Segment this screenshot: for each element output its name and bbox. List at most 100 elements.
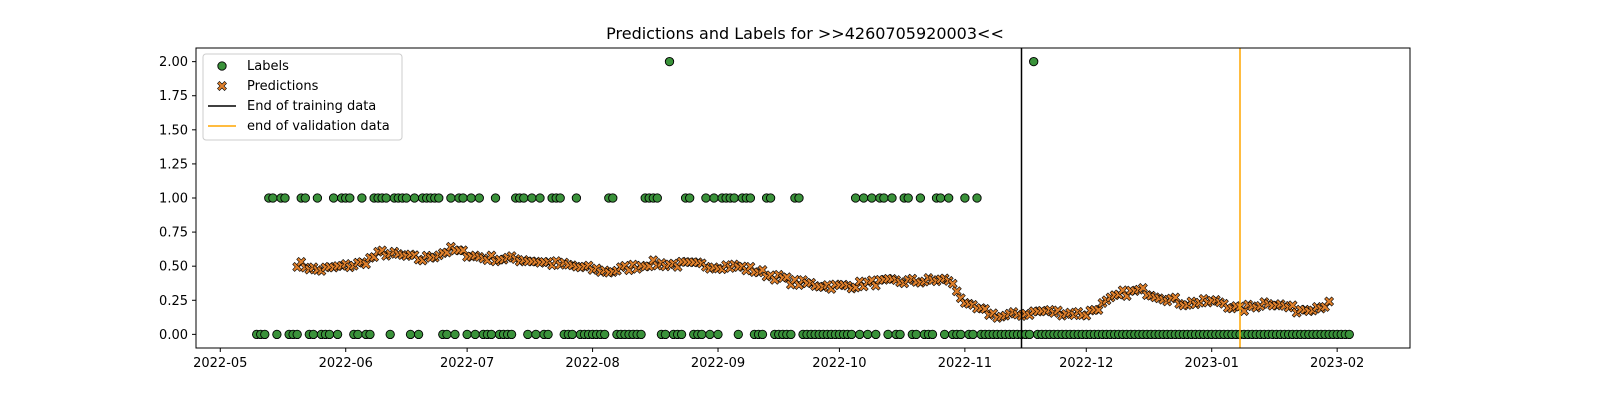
prediction-point bbox=[1093, 305, 1104, 315]
legend-labels-marker bbox=[217, 61, 227, 71]
prediction-point bbox=[1324, 296, 1335, 307]
label-point bbox=[385, 329, 395, 340]
legend-train-text: End of training data bbox=[247, 99, 376, 114]
x-tick-label: 2022-12 bbox=[1059, 356, 1113, 371]
label-point bbox=[765, 193, 776, 203]
y-tick-label: 1.00 bbox=[159, 192, 188, 207]
label-point bbox=[960, 193, 970, 203]
label-point bbox=[308, 329, 319, 340]
vertical-lines-layer bbox=[1020, 48, 1241, 348]
label-point bbox=[850, 193, 861, 203]
label-point bbox=[332, 329, 343, 340]
prediction-point bbox=[1137, 283, 1148, 293]
x-tick-label: 2022-05 bbox=[193, 356, 247, 371]
label-point bbox=[260, 329, 270, 340]
label-point bbox=[527, 193, 537, 203]
label-point bbox=[312, 193, 323, 203]
label-point bbox=[697, 329, 707, 340]
legend-val-text: end of validation data bbox=[247, 119, 390, 134]
label-point bbox=[927, 329, 938, 340]
label-point bbox=[462, 329, 472, 340]
x-tick-label: 2022-11 bbox=[938, 356, 992, 371]
label-point bbox=[434, 193, 444, 203]
label-point bbox=[280, 193, 290, 203]
label-point bbox=[855, 329, 865, 340]
label-point bbox=[757, 329, 768, 340]
label-point bbox=[357, 193, 367, 203]
label-point bbox=[292, 329, 302, 340]
label-point bbox=[490, 193, 501, 203]
label-point bbox=[272, 329, 282, 340]
label-point bbox=[413, 329, 424, 340]
label-point bbox=[915, 193, 926, 203]
label-point bbox=[401, 193, 412, 203]
label-point bbox=[1344, 329, 1354, 340]
label-point bbox=[324, 329, 335, 340]
y-tick-label: 1.25 bbox=[159, 157, 188, 172]
label-point bbox=[713, 329, 723, 340]
x-tick-label: 2022-09 bbox=[691, 356, 745, 371]
label-point bbox=[405, 329, 416, 340]
label-point bbox=[600, 329, 610, 340]
label-point bbox=[535, 193, 545, 203]
label-point bbox=[519, 193, 529, 203]
label-point bbox=[450, 329, 460, 340]
legend-predictions-marker bbox=[217, 81, 227, 91]
label-point bbox=[887, 193, 897, 203]
label-point bbox=[567, 329, 577, 340]
label-point bbox=[345, 193, 355, 203]
label-point bbox=[705, 329, 715, 340]
x-axis: 2022-05 2022-06 2022-07 2022-08 2022-09 2022-… bbox=[193, 348, 1364, 371]
y-tick-label: 1.50 bbox=[159, 123, 188, 138]
label-point bbox=[956, 329, 966, 340]
label-point bbox=[636, 329, 646, 340]
label-point bbox=[935, 193, 946, 203]
label-point bbox=[676, 329, 687, 340]
label-point bbox=[328, 193, 339, 203]
label-point bbox=[1029, 56, 1039, 67]
label-point bbox=[442, 329, 452, 340]
legend-predictions-text: Predictions bbox=[247, 79, 319, 94]
label-point bbox=[786, 329, 796, 340]
label-point bbox=[859, 193, 869, 203]
label-point bbox=[879, 193, 889, 203]
label-point bbox=[863, 329, 873, 340]
label-point bbox=[745, 193, 756, 203]
label-point bbox=[466, 193, 476, 203]
label-point bbox=[733, 329, 743, 340]
label-point bbox=[353, 329, 363, 340]
markers-layer bbox=[252, 56, 1354, 340]
label-point bbox=[1024, 329, 1035, 340]
x-tick-label: 2022-07 bbox=[440, 356, 494, 371]
y-tick-label: 0.00 bbox=[159, 328, 188, 343]
x-tick-label: 2022-08 bbox=[565, 356, 619, 371]
label-point bbox=[701, 193, 711, 203]
label-point bbox=[458, 193, 468, 203]
prediction-point bbox=[951, 286, 962, 297]
label-point bbox=[685, 193, 695, 203]
label-point bbox=[531, 329, 541, 340]
label-point bbox=[968, 329, 978, 340]
y-tick-label: 0.75 bbox=[159, 226, 188, 241]
y-tick-label: 2.00 bbox=[159, 55, 188, 70]
y-tick-label: 0.50 bbox=[159, 260, 188, 275]
label-point bbox=[543, 329, 553, 340]
legend-labels-text: Labels bbox=[247, 59, 289, 74]
y-tick-label: 1.75 bbox=[159, 89, 188, 104]
chart-title: Predictions and Labels for >>42607059200… bbox=[606, 24, 1004, 43]
label-point bbox=[660, 329, 671, 340]
label-point bbox=[381, 193, 391, 203]
label-point bbox=[903, 193, 913, 203]
x-tick-label: 2023-02 bbox=[1310, 356, 1364, 371]
x-tick-label: 2022-10 bbox=[812, 356, 866, 371]
label-point bbox=[474, 193, 484, 203]
label-point bbox=[470, 329, 480, 340]
x-tick-label: 2022-06 bbox=[319, 356, 373, 371]
label-point bbox=[446, 193, 456, 203]
label-point bbox=[664, 56, 675, 67]
label-point bbox=[883, 329, 893, 340]
prediction-point bbox=[781, 272, 792, 283]
prediction-point bbox=[757, 265, 768, 275]
label-point bbox=[709, 193, 719, 203]
